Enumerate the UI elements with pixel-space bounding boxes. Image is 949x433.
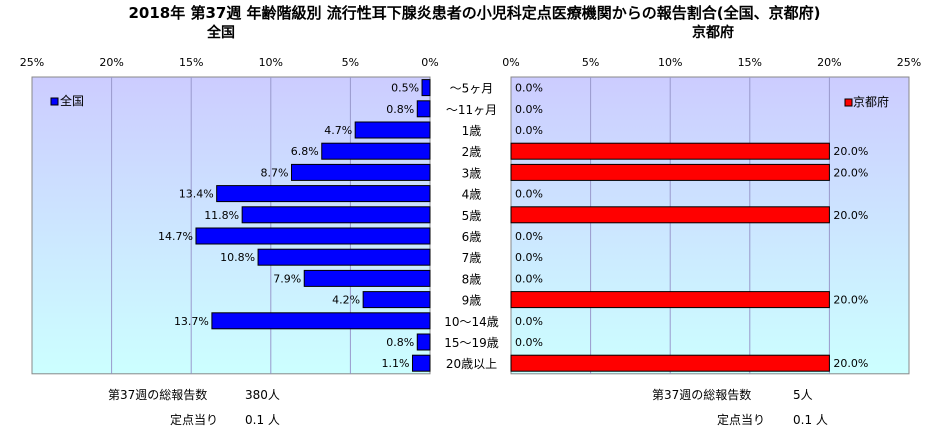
category-label: 8歳 [462,272,482,286]
left-tick-label: 25% [20,56,44,69]
right-per-label: 定点当り [717,413,766,427]
category-label: 〜5ヶ月 [450,82,494,96]
right-data-label: 0.0% [515,336,543,349]
left-data-label: 0.8% [386,336,414,349]
right-data-label: 20.0% [833,294,868,307]
left-bar [195,227,431,245]
left-data-label: 14.7% [158,230,193,243]
right-data-label: 0.0% [515,272,543,285]
right-data-label: 0.0% [515,103,543,116]
right-tick-label: 0% [502,56,519,69]
right-legend-label: 京都府 [853,94,889,109]
right-bar [510,163,830,181]
category-label: 15〜19歳 [444,336,499,350]
left-data-label: 8.7% [261,166,289,179]
left-bar [416,333,431,351]
chart-title: 2018年 第37週 年齢階級別 流行性耳下腺炎患者の小児科定点医療機関からの報… [128,4,821,22]
left-tick-label: 20% [99,56,123,69]
right-tick-label: 5% [582,56,599,69]
left-total-value: 380人 [245,388,280,402]
left-total-label: 第37週の総報告数 [108,388,208,402]
category-label: 1歳 [462,124,482,138]
left-data-label: 11.8% [204,209,239,222]
category-label: 7歳 [462,251,482,265]
left-bar [421,79,431,97]
right-tick-label: 25% [897,56,921,69]
left-bar [257,248,431,266]
left-bar [362,291,431,309]
left-data-label: 0.8% [386,103,414,116]
left-bar [416,100,431,118]
category-label: 6歳 [462,230,482,244]
right-tick-label: 15% [738,56,762,69]
right-bar [510,206,830,224]
left-tick-label: 15% [179,56,203,69]
right-data-label: 0.0% [515,251,543,264]
left-data-label: 4.7% [324,124,352,137]
left-tick-label: 10% [259,56,283,69]
left-data-label: 10.8% [220,251,255,264]
category-label: 20歳以上 [446,357,497,371]
right-data-label: 0.0% [515,230,543,243]
right-data-label: 20.0% [833,166,868,179]
left-data-label: 13.4% [179,188,214,201]
right-total-value: 5人 [793,388,813,402]
category-label: 4歳 [462,188,482,202]
category-label: 9歳 [462,294,482,308]
left-per-label: 定点当り [170,413,219,427]
left-data-label: 4.2% [332,294,360,307]
right-bar [510,291,830,309]
left-data-label: 0.5% [391,82,419,95]
right-panel-title: 京都府 [692,25,734,41]
right-data-label: 20.0% [833,145,868,158]
category-label: 10〜14歳 [444,315,499,329]
left-data-label: 7.9% [273,272,301,285]
category-label: 3歳 [462,166,482,180]
category-label: 2歳 [462,145,482,159]
right-tick-label: 20% [817,56,841,69]
left-bar [290,163,431,181]
left-bar [321,142,431,160]
left-panel-title: 全国 [207,25,235,41]
right-data-label: 0.0% [515,315,543,328]
left-bar [354,121,431,139]
right-bar [510,354,830,372]
right-data-label: 20.0% [833,209,868,222]
left-legend-label: 全国 [60,93,84,108]
right-data-label: 0.0% [515,124,543,137]
right-per-value: 0.1 人 [793,413,828,427]
category-label: 5歳 [462,209,482,223]
left-data-label: 13.7% [174,315,209,328]
left-per-value: 0.1 人 [245,413,280,427]
left-data-label: 1.1% [382,357,410,370]
right-legend-swatch [844,98,853,107]
left-data-label: 6.8% [291,145,319,158]
left-tick-label: 5% [342,56,359,69]
right-plot-area [510,76,910,375]
left-bar [216,185,431,203]
left-bar [411,354,431,372]
right-total-label: 第37週の総報告数 [652,388,752,402]
left-bar [211,312,431,330]
right-bar [510,142,830,160]
left-tick-label: 0% [421,56,438,69]
left-bar [241,206,431,224]
right-data-label: 0.0% [515,188,543,201]
left-bar [303,269,431,287]
left-legend-swatch [50,97,59,106]
right-tick-label: 10% [658,56,682,69]
category-label: 〜11ヶ月 [446,103,497,117]
right-data-label: 20.0% [833,357,868,370]
right-data-label: 0.0% [515,82,543,95]
